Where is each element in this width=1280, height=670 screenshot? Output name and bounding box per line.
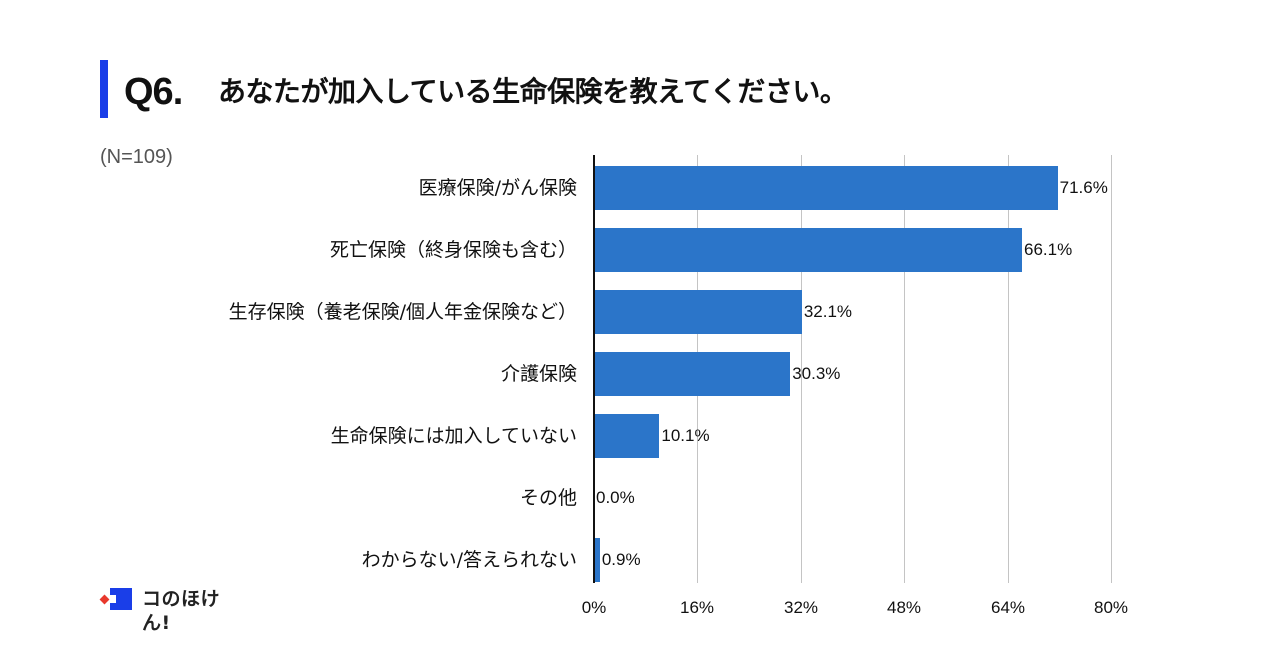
x-tick-label: 0% (581, 598, 607, 617)
bar (594, 228, 1022, 272)
category-label: 死亡保険（終身保険も含む） (329, 239, 577, 261)
sample-size-label: (N=109) (100, 146, 173, 168)
title-accent-bar (100, 60, 108, 118)
value-label: 71.6% (1059, 178, 1108, 197)
category-label: わからない/答えられない (361, 549, 577, 571)
x-tick-label: 48% (886, 598, 922, 617)
value-label: 66.1% (1023, 240, 1073, 259)
question-number: Q6. (124, 71, 183, 113)
value-label: 30.3% (792, 364, 841, 383)
logo-blue-square-icon (110, 588, 132, 610)
category-label: 介護保険 (500, 363, 577, 385)
value-label: 0.9% (601, 550, 641, 569)
bar (594, 166, 1058, 210)
bar (594, 352, 791, 396)
x-tick-label: 32% (783, 598, 819, 617)
bar (594, 414, 660, 458)
bar (594, 290, 802, 334)
gridline-32 (801, 155, 802, 583)
category-label: 生命保険には加入していない (330, 425, 577, 447)
gridline-64 (1008, 155, 1009, 583)
x-tick-label: 16% (679, 598, 715, 617)
brand-logo: コのほけん! (98, 586, 248, 634)
value-label: 10.1% (661, 426, 710, 445)
brand-name: コのほけん! (142, 588, 221, 634)
x-tick-label: 64% (990, 598, 1026, 617)
category-label: その他 (519, 487, 577, 509)
logo-notch (110, 595, 116, 603)
y-axis-line (593, 155, 595, 583)
value-label: 0.0% (596, 488, 635, 507)
bar (594, 538, 600, 582)
value-label: 32.1% (803, 302, 853, 321)
category-label: 医療保険/がん保険 (418, 177, 577, 199)
gridline-80 (1111, 155, 1112, 583)
question-title: あなたが加入している生命保険を教えてください。 (218, 75, 848, 108)
category-label: 生存保険（養老保険/個人年金保険など） (228, 301, 577, 323)
x-tick-label: 80% (1093, 598, 1129, 617)
gridline-48 (904, 155, 905, 583)
logo-red-diamond-icon (99, 594, 110, 605)
